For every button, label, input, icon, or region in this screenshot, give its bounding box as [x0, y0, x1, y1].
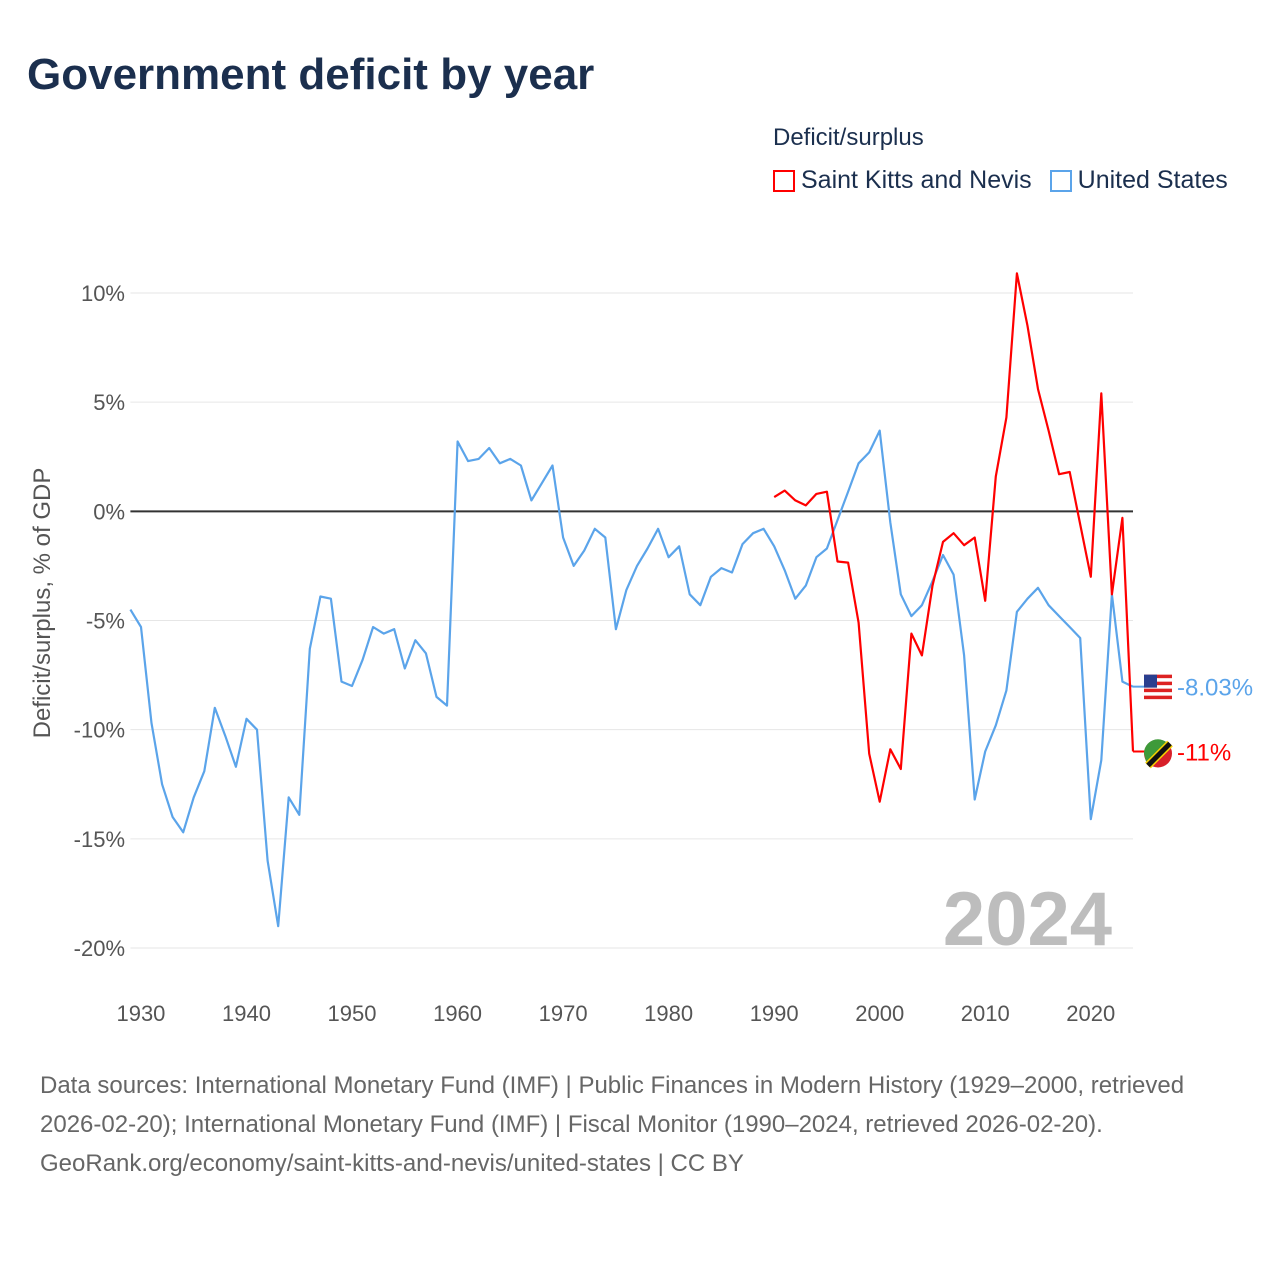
line-chart: 10% 5% 0% -5% -10% -15% -20% 1930 1940 1950 1960 19…	[29, 272, 1253, 1026]
footer: Data sources: International Monetary Fun…	[40, 1066, 1250, 1183]
flag-stripe	[1144, 681, 1172, 686]
legend-swatch-saint-kitts	[773, 169, 795, 192]
us-flag-icon	[1144, 674, 1172, 703]
y-tick-label: -20%	[74, 936, 125, 961]
series-line-united-states	[129, 429, 1134, 928]
x-tick-label: 1990	[750, 1001, 799, 1026]
y-tick-label: 5%	[93, 390, 125, 415]
x-tick-label: 1980	[644, 1001, 693, 1026]
legend: Saint Kitts and Nevis United States	[773, 166, 1228, 195]
flag-canton	[1144, 674, 1157, 688]
data-sources: Data sources: International Monetary Fun…	[40, 1072, 1185, 1138]
x-tick-label: 1960	[433, 1001, 482, 1026]
x-tick-label: 1970	[539, 1001, 588, 1026]
flag-green	[1143, 739, 1168, 762]
x-tick-label: 1940	[222, 1001, 271, 1026]
y-axis-label: Deficit/surplus, % of GDP	[29, 468, 56, 739]
x-tick-label: 1950	[328, 1001, 377, 1026]
x-tick-label: 2020	[1066, 1001, 1115, 1026]
flag-band-black	[1146, 741, 1172, 768]
x-tick-label: 1930	[116, 1001, 165, 1026]
flag-stripe	[1144, 695, 1172, 700]
y-tick-label: -15%	[74, 827, 125, 852]
flag-stripe	[1144, 674, 1172, 679]
saint-kitts-flag-icon	[1143, 739, 1173, 769]
legend-label: Saint Kitts and Nevis	[801, 166, 1032, 194]
end-value-label: -8.03%	[1177, 675, 1253, 702]
x-tick-label: 2000	[855, 1001, 904, 1026]
legend-item-saint-kitts[interactable]: Saint Kitts and Nevis	[773, 166, 1032, 195]
y-tick-label: 10%	[81, 281, 125, 306]
legend-item-united-states[interactable]: United States	[1049, 166, 1228, 195]
y-tick-label: -10%	[74, 718, 125, 743]
x-tick-label: 2010	[961, 1001, 1010, 1026]
end-value-label: -11%	[1177, 740, 1231, 767]
chart-title: Government deficit by year	[27, 50, 595, 99]
legend-title: Deficit/surplus	[773, 124, 924, 151]
year-watermark: 2024	[943, 877, 1112, 962]
legend-swatch-united-states	[1049, 169, 1072, 192]
y-tick-label: 0%	[93, 499, 125, 524]
legend-label: United States	[1077, 166, 1228, 194]
flag-stripe	[1144, 688, 1172, 693]
series-line-saint-kitts-and-nevis	[773, 272, 1135, 803]
y-tick-label: -5%	[86, 609, 125, 634]
credit-link[interactable]: GeoRank.org/economy/saint-kitts-and-nevi…	[40, 1150, 744, 1177]
